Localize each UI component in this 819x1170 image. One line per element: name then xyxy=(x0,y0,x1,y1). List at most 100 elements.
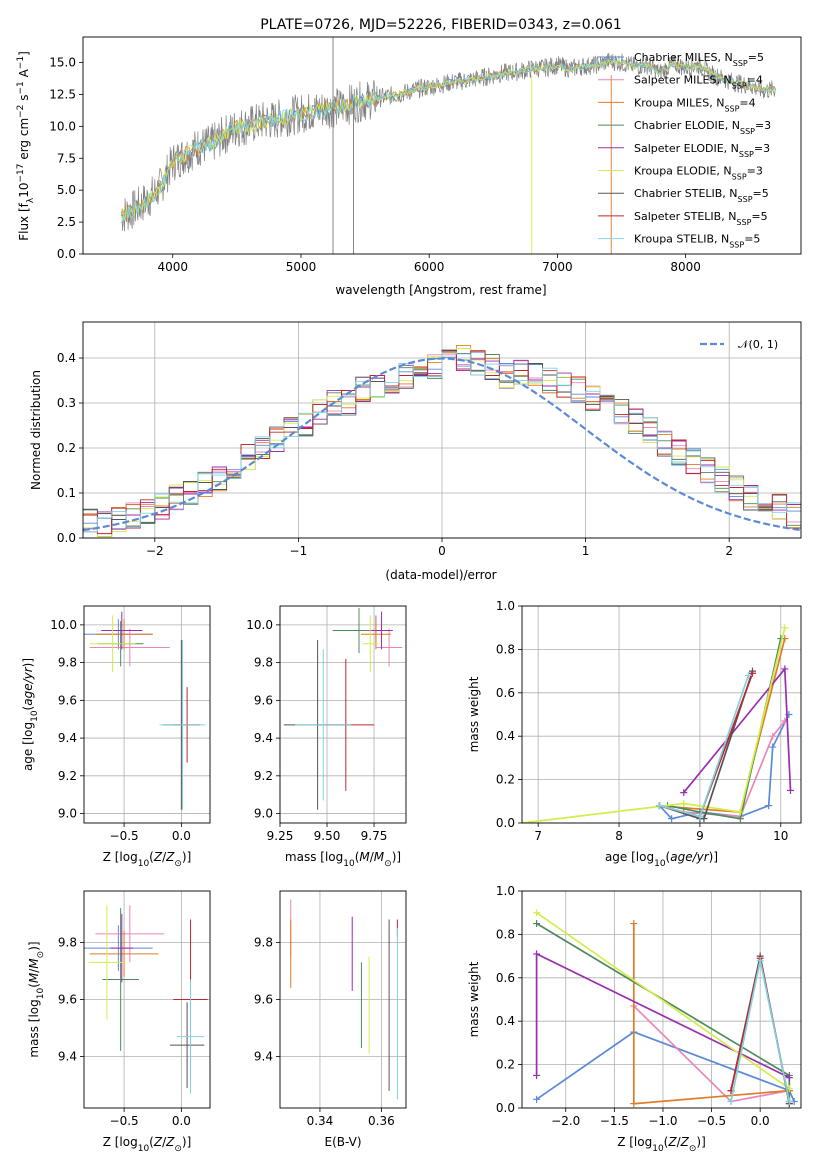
label-part: Flux [f xyxy=(17,202,31,240)
label-part: M xyxy=(359,850,370,864)
x-tick-label: 0.0 xyxy=(172,829,191,843)
data-point-marker xyxy=(727,1097,735,1105)
label-part: Z xyxy=(153,1135,163,1149)
x-tick-label: −2.0 xyxy=(551,1114,580,1128)
x-tick-label: 7 xyxy=(534,829,542,843)
legend-entry: Salpeter MILES, NSSP=4 xyxy=(634,74,763,91)
label-part: erg cm xyxy=(17,118,31,164)
label-part: ( xyxy=(666,850,671,864)
label-part: 10 xyxy=(17,183,31,198)
x-tick-label: 9 xyxy=(696,829,704,843)
x-tick-label: 0.34 xyxy=(307,1114,334,1128)
label-part: Z xyxy=(165,1135,175,1149)
data-point-marker xyxy=(785,1074,793,1082)
legend-n: =5 xyxy=(753,187,769,200)
y-tick-label: 9.6 xyxy=(58,993,77,1007)
series-line xyxy=(659,720,786,818)
legend-sub: SSP xyxy=(736,217,751,226)
label-part: mass [log xyxy=(27,999,41,1057)
legend-entry: 𝒩(0, 1) xyxy=(738,338,778,351)
x-tick-label: −0.5 xyxy=(697,1114,726,1128)
data-point-marker xyxy=(765,802,773,810)
label-part: Z [log xyxy=(617,1135,652,1149)
label-part: )] xyxy=(182,1135,191,1149)
data-point-marker xyxy=(668,815,676,823)
x-tick-label: 0.0 xyxy=(751,1114,770,1128)
legend-sub: SSP xyxy=(733,59,748,68)
data-point-marker xyxy=(630,920,638,928)
x-tick-label: 1 xyxy=(582,544,590,558)
data-point-marker xyxy=(785,1097,793,1105)
label-part: A xyxy=(17,68,31,81)
label-part: )] xyxy=(696,1135,705,1149)
label-part: ⊙ xyxy=(689,1144,697,1154)
label-part: age/yr xyxy=(670,850,709,864)
x-tick-label: 4000 xyxy=(157,260,188,274)
legend-sub: SSP xyxy=(740,127,755,136)
label-part: 10 xyxy=(138,1144,150,1154)
label-part: Z [log xyxy=(103,1135,138,1149)
axes-frame xyxy=(83,890,211,1109)
chart-2: −0.5 0.09.09.29.49.69.810.0Z [log10(Z/Z⊙)… xyxy=(21,605,211,869)
label-part: M xyxy=(27,958,41,969)
x-tick-label: 7000 xyxy=(542,260,573,274)
y-tick-label: 10.0 xyxy=(246,618,273,632)
label-part: ( xyxy=(355,850,360,864)
model-spectrum-line xyxy=(121,57,776,222)
label-part: λ xyxy=(26,197,36,203)
legend-entry: Kroupa MILES, NSSP=4 xyxy=(634,96,756,113)
y-axis-label: mass weight xyxy=(467,676,481,752)
y-tick-label: 0.3 xyxy=(57,396,76,410)
legend-n: =4 xyxy=(747,74,763,87)
label-part: / xyxy=(27,968,41,973)
chart-5: −0.5 0.09.49.69.8Z [log10(Z/Z⊙)]mass [log… xyxy=(27,890,211,1154)
x-axis-label: Z [log10(Z/Z⊙)] xyxy=(103,1135,192,1154)
label-part: 10 xyxy=(652,1144,664,1154)
axes-frame xyxy=(279,605,407,824)
label-part: −1 xyxy=(16,56,26,69)
y-tick-label: 1.0 xyxy=(496,884,515,898)
label-part: ( xyxy=(21,706,35,711)
chart-6: 0.34 0.36 9.4 9.6 9.8 E(B-V) xyxy=(254,890,407,1149)
legend-entry: Chabrier ELODIE, NSSP=3 xyxy=(634,119,771,136)
label-part: age [log xyxy=(605,850,654,864)
axes-frame xyxy=(279,890,407,1109)
x-tick-label: 10 xyxy=(773,829,788,843)
x-tick-label: −0.5 xyxy=(110,829,139,843)
y-tick-label: 0.8 xyxy=(496,642,515,656)
x-axis-label: E(B-V) xyxy=(324,1135,361,1149)
y-tick-label: 12.5 xyxy=(49,87,76,101)
data-point-marker xyxy=(533,920,541,928)
x-axis-label: Z [log10(Z/Z⊙)] xyxy=(617,1135,706,1154)
legend-name: Salpeter ELODIE, N xyxy=(634,142,739,155)
data-point-marker xyxy=(533,950,541,958)
x-axis-label: age [log10(age/yr)] xyxy=(605,850,718,869)
y-tick-label: 0.2 xyxy=(496,1058,515,1072)
axes-frame xyxy=(521,890,802,1109)
legend-n: =3 xyxy=(755,119,771,132)
label-part: 10 xyxy=(36,988,46,1000)
y-tick-label: 9.6 xyxy=(254,693,273,707)
label-part: M xyxy=(374,850,385,864)
label-part: 10 xyxy=(138,859,150,869)
legend-name: Chabrier ELODIE, N xyxy=(634,119,740,132)
label-part: / xyxy=(370,850,375,864)
y-tick-label: 9.4 xyxy=(254,1050,273,1064)
y-axis-label: mass [log10(M/M⊙)] xyxy=(27,941,46,1057)
data-point-marker xyxy=(769,743,777,751)
legend-name: Kroupa ELODIE, N xyxy=(634,165,732,178)
x-tick-label: 6000 xyxy=(414,260,445,274)
x-tick-label: 9.75 xyxy=(361,829,388,843)
legend-name: Chabrier MILES, N xyxy=(634,51,733,64)
label-part: Z xyxy=(667,1135,677,1149)
label-part: −2 xyxy=(16,105,26,118)
y-tick-label: 9.4 xyxy=(58,1050,77,1064)
x-axis-label: (data-model)/error xyxy=(385,568,496,582)
label-part: −1 xyxy=(16,81,26,94)
data-point-marker xyxy=(781,665,789,673)
axes-frame xyxy=(82,36,802,255)
data-point-marker xyxy=(781,624,789,632)
label-part: 10 xyxy=(30,710,40,722)
y-tick-label: 0.0 xyxy=(57,247,76,261)
